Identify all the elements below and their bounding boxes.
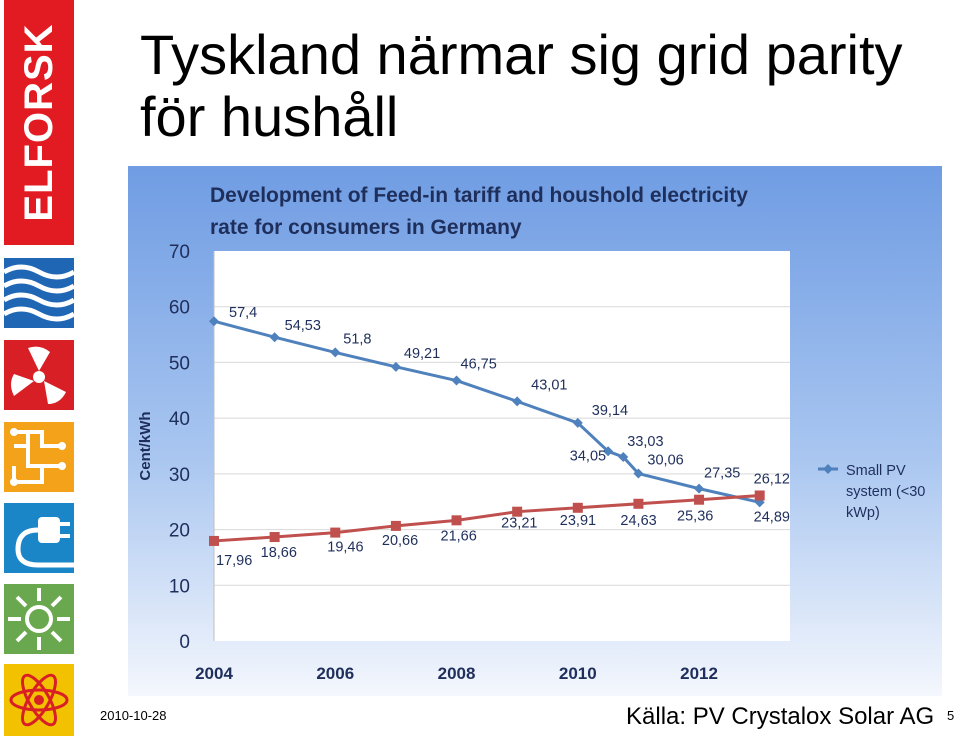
x-tick-label: 2010	[559, 664, 597, 683]
data-point	[209, 535, 219, 546]
data-label: 20,66	[382, 533, 418, 549]
data-label: 33,03	[627, 434, 663, 450]
data-point	[390, 361, 401, 372]
data-label: 51,8	[343, 331, 371, 347]
power-plug-icon	[4, 503, 74, 573]
series-line	[213, 319, 761, 504]
y-tick-label: 50	[169, 353, 190, 374]
line-chart: Development of Feed-in tariff and housho…	[128, 166, 942, 696]
y-tick-label: 70	[169, 242, 190, 263]
y-tick-label: 60	[169, 298, 190, 319]
source-credit: Källa: PV Crystalox Solar AG	[626, 703, 935, 730]
plot-area	[214, 251, 790, 641]
data-point	[451, 515, 462, 526]
data-point	[754, 490, 765, 501]
data-label: 23,21	[501, 516, 537, 532]
chart-title-line1: Development of Feed-in tariff and housho…	[210, 184, 748, 207]
elforsk-logo: ELFORSK	[4, 0, 74, 245]
data-point	[269, 532, 280, 543]
data-label: 26,12	[754, 471, 790, 487]
y-tick-label: 20	[169, 521, 190, 542]
data-point	[633, 468, 644, 479]
data-point	[512, 396, 523, 407]
slide-date: 2010-10-28	[100, 708, 167, 723]
data-label: 23,91	[560, 513, 596, 529]
data-label: 39,14	[592, 403, 628, 419]
x-tick-label: 2012	[680, 664, 718, 683]
page-number: 5	[947, 708, 955, 723]
brand-name: ELFORSK	[16, 23, 61, 222]
data-point	[633, 498, 644, 509]
data-label: 46,75	[461, 357, 497, 373]
data-label: 34,05	[570, 448, 606, 464]
data-point	[390, 520, 401, 531]
y-tick-label: 0	[179, 632, 190, 653]
data-label: 24,89	[754, 509, 790, 525]
series-line	[213, 493, 760, 543]
data-label: 24,63	[620, 513, 656, 529]
data-point	[451, 375, 462, 386]
sidebar: ELFORSK	[0, 0, 76, 736]
data-label: 57,4	[229, 305, 257, 321]
slide-title-line1: Tyskland närmar sig grid parity	[140, 23, 903, 86]
data-label: 43,01	[531, 377, 567, 393]
data-point	[330, 347, 341, 358]
y-tick-label: 10	[169, 576, 190, 597]
data-point	[572, 417, 583, 428]
data-label: 27,35	[704, 466, 740, 482]
data-label: 21,66	[441, 528, 477, 544]
data-label: 30,06	[647, 453, 683, 469]
slide-title-line2: för hushåll	[140, 84, 399, 148]
data-point	[512, 506, 523, 517]
data-point	[572, 502, 583, 513]
data-point	[694, 494, 705, 505]
slide-title: Tyskland närmar sig grid parity för hush…	[140, 24, 903, 147]
data-point	[603, 446, 614, 457]
y-tick-label: 40	[169, 409, 190, 430]
y-tick-label: 30	[169, 465, 190, 486]
data-point	[209, 316, 219, 327]
x-tick-label: 2006	[316, 664, 354, 683]
data-label: 19,46	[327, 540, 363, 556]
chart-title-line2: rate for consumers in Germany	[210, 216, 522, 239]
data-point	[694, 483, 705, 494]
legend-label: Small PV system (<30 kWp)	[846, 463, 925, 521]
data-label: 49,21	[404, 346, 440, 362]
data-label: 25,36	[677, 509, 713, 525]
chart-container: Development of Feed-in tariff and housho…	[128, 166, 942, 696]
data-point	[330, 527, 341, 538]
x-tick-label: 2004	[195, 664, 233, 683]
water-waves-icon	[4, 258, 74, 328]
y-axis-label: Cent/kWh	[137, 411, 154, 480]
x-tick-label: 2008	[438, 664, 476, 683]
sun-arrows-icon	[4, 584, 74, 654]
legend-marker	[823, 464, 833, 474]
data-label: 54,53	[285, 318, 321, 334]
data-point	[269, 332, 280, 343]
data-label: 18,66	[261, 545, 297, 561]
fan-blades-icon	[4, 340, 74, 410]
circuit-grid-icon	[4, 422, 74, 492]
data-label: 17,96	[216, 553, 252, 569]
data-point	[618, 451, 629, 462]
atom-icon	[4, 664, 74, 736]
